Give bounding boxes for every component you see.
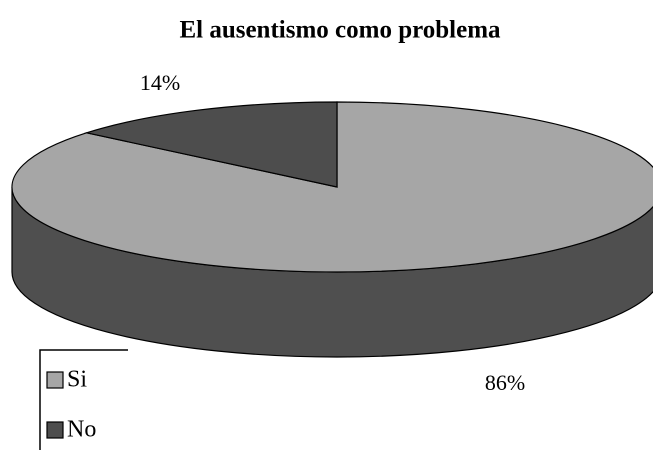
legend-swatch (46, 371, 64, 389)
data-label: 86% (485, 370, 525, 395)
chart-title: El ausentismo como problema (179, 17, 501, 44)
slice (84, 101, 338, 188)
legend-swatch (46, 421, 64, 439)
legend-frame (39, 349, 128, 450)
slice (11, 101, 653, 273)
legend-label: Si (67, 367, 87, 393)
data-label: 14% (140, 70, 180, 95)
legend-label: No (67, 417, 96, 443)
